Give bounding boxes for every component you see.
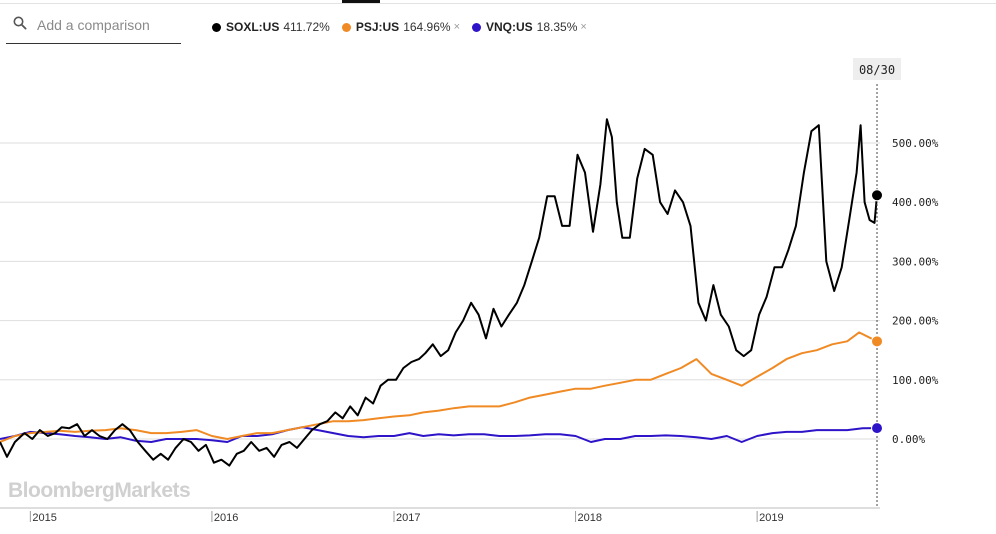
series-line-soxl bbox=[0, 118, 878, 467]
legend-ticker: PSJ:US bbox=[355, 20, 400, 34]
legend-value: 18.35% bbox=[536, 20, 578, 34]
legend-swatch bbox=[341, 22, 351, 32]
search-input[interactable]: Add a comparison bbox=[37, 17, 150, 33]
active-tab-indicator[interactable] bbox=[342, 0, 380, 3]
last-value-marker-vnq bbox=[871, 422, 884, 435]
last-value-marker-psj bbox=[871, 335, 884, 348]
watermark: BloombergMarkets bbox=[8, 479, 190, 502]
remove-comparison-icon[interactable]: × bbox=[453, 21, 460, 33]
legend-item-vnq[interactable]: VNQ:US 18.35% × bbox=[472, 20, 587, 34]
x-tick-label: 2017 bbox=[396, 512, 420, 524]
top-divider bbox=[0, 3, 996, 4]
y-tick-label: 400.00% bbox=[892, 196, 939, 209]
y-tick-label: 300.00% bbox=[892, 255, 939, 268]
legend-item-psj[interactable]: PSJ:US 164.96% × bbox=[341, 20, 460, 34]
legend-swatch bbox=[212, 22, 221, 32]
x-tick-label: 2016 bbox=[214, 512, 238, 524]
x-tick-label: 2019 bbox=[759, 512, 783, 524]
legend-item-soxl[interactable]: SOXL:US 411.72% bbox=[212, 20, 330, 34]
y-tick-label: 200.00% bbox=[892, 315, 939, 328]
series-line-psj bbox=[0, 331, 878, 443]
x-tick-label: 2018 bbox=[578, 512, 602, 524]
x-tick-label: 2015 bbox=[32, 512, 56, 524]
legend-swatch bbox=[472, 22, 481, 32]
comparison-search[interactable]: Add a comparison bbox=[6, 10, 181, 44]
search-icon bbox=[13, 16, 27, 35]
legend-value: 164.96% bbox=[403, 20, 451, 34]
crosshair-date-box: 08/30 bbox=[853, 58, 902, 80]
y-tick-label: 100.00% bbox=[892, 374, 939, 387]
crosshair-date-label: 08/30 bbox=[859, 63, 895, 77]
remove-comparison-icon[interactable]: × bbox=[580, 21, 587, 33]
legend-ticker: SOXL:US bbox=[226, 20, 280, 34]
y-tick-label: 0.00% bbox=[892, 433, 925, 446]
y-tick-label: 500.00% bbox=[892, 137, 939, 150]
legend-value: 411.72% bbox=[283, 20, 330, 34]
series-legend: SOXL:US 411.72% PSJ:US 164.96% × VNQ:US 18.35%… bbox=[212, 17, 599, 37]
legend-ticker: VNQ:US bbox=[486, 20, 533, 34]
crosshair-date-bg bbox=[853, 58, 902, 80]
series-line-vnq bbox=[0, 426, 878, 443]
last-value-marker-soxl bbox=[871, 189, 884, 202]
